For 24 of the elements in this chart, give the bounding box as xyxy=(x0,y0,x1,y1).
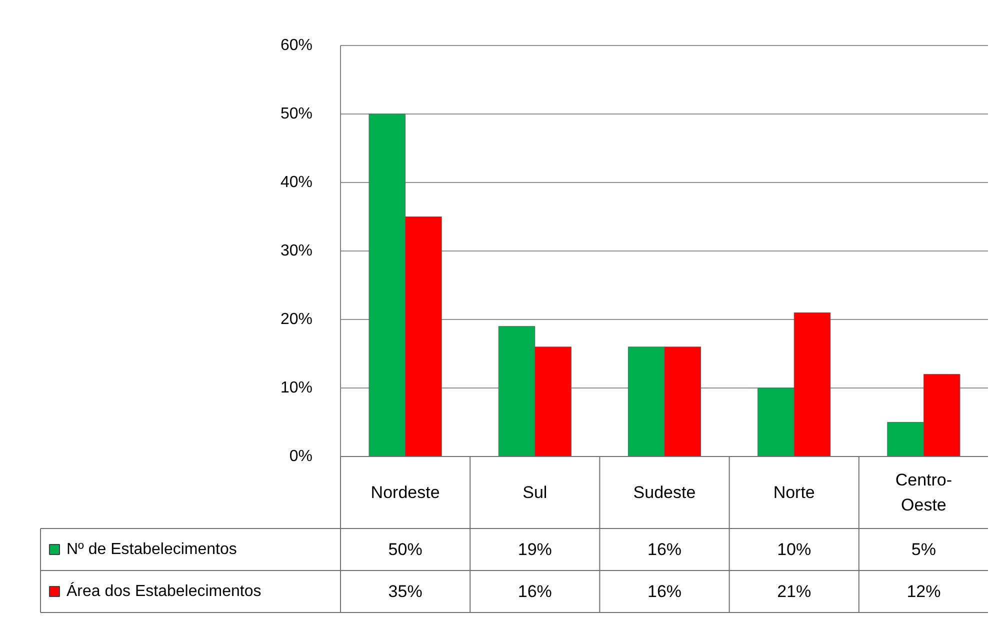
x-tick-label: Norte xyxy=(773,483,815,502)
data-label: 12% xyxy=(906,582,941,601)
data-label: 16% xyxy=(518,582,552,601)
data-label: 16% xyxy=(647,540,682,559)
data-label: 16% xyxy=(647,582,682,601)
y-tick-label: 20% xyxy=(280,311,313,328)
y-tick-label: 40% xyxy=(280,174,313,191)
data-label: 21% xyxy=(777,582,812,601)
data-label: 5% xyxy=(911,540,936,559)
data-label: 10% xyxy=(777,540,812,559)
data-label: 35% xyxy=(388,582,422,601)
legend-label: Área dos Estabelecimentos xyxy=(66,582,262,600)
y-tick-label: 30% xyxy=(280,242,313,260)
y-tick-label: 10% xyxy=(280,380,313,396)
y-tick-label: 60% xyxy=(280,37,313,54)
x-tick-label: Centro-Oeste xyxy=(895,470,952,514)
data-label: 19% xyxy=(518,540,552,559)
legend-label: Nº de Estabelecimentos xyxy=(66,541,237,558)
x-tick-label: Nordeste xyxy=(370,483,440,502)
data-label: 50% xyxy=(388,540,422,559)
y-tick-label: 0% xyxy=(289,448,312,465)
x-tick-label: Sudeste xyxy=(633,483,696,502)
x-tick-label: Sul xyxy=(522,483,548,502)
y-tick-label: 50% xyxy=(280,106,313,122)
